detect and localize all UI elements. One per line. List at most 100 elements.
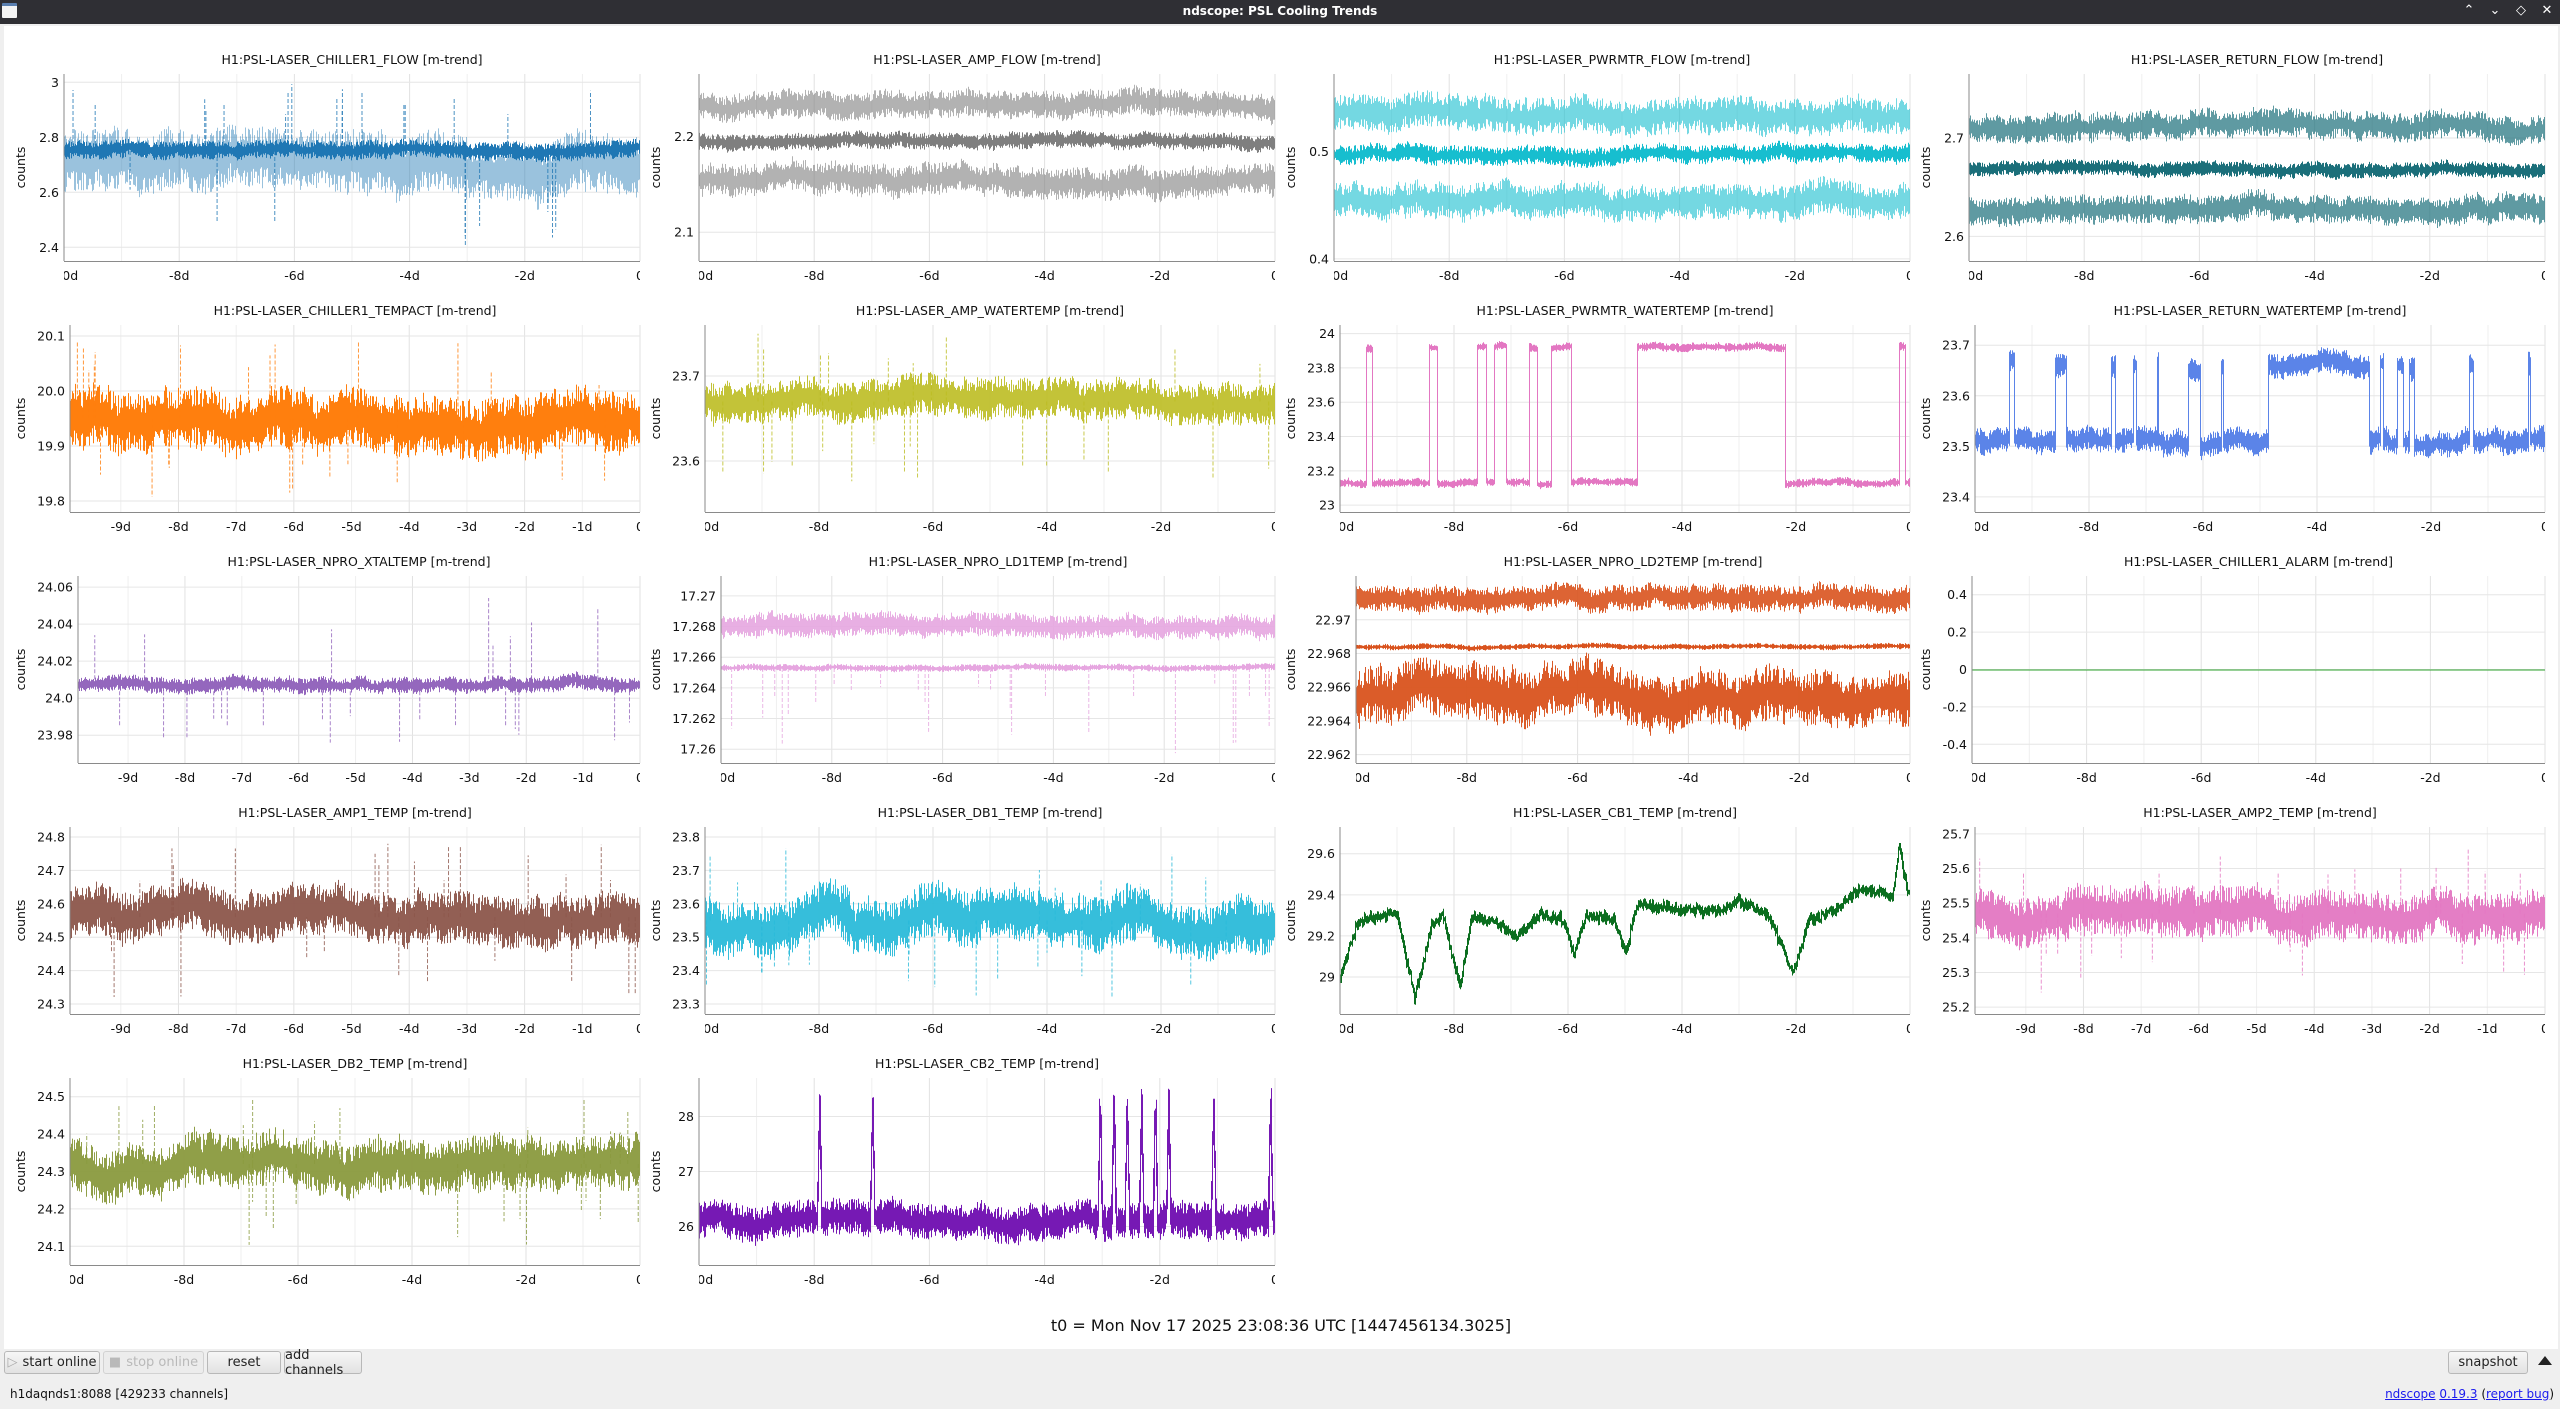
x-tick-label: -4d: [1034, 1272, 1054, 1287]
plot-panel[interactable]: H1:PSL-LASER_CHILLER1_TEMPACT [m-trend] c…: [10, 299, 645, 539]
y-tick-label: 0: [1959, 662, 1967, 677]
x-tick-label: -2d: [1150, 268, 1170, 283]
y-tick-label: -0.4: [1943, 737, 1967, 752]
y-tick-label: 17.262: [672, 711, 716, 726]
reset-button[interactable]: reset: [207, 1351, 281, 1374]
plot-canvas[interactable]: H1:PSL-LASER_CHILLER1_ALARM [m-trend] cou…: [1915, 550, 2550, 790]
plot-panel[interactable]: H1:PSL-LASER_AMP1_TEMP [m-trend] counts 24…: [10, 801, 645, 1041]
stop-online-button[interactable]: ■ stop online: [103, 1351, 204, 1374]
snapshot-button[interactable]: snapshot: [2448, 1351, 2528, 1374]
app-window-icon[interactable]: [2, 3, 17, 18]
window-minimize-icon[interactable]: ⌄: [2489, 3, 2501, 18]
plot-panel[interactable]: H1:PSL-LASER_CHILLER1_ALARM [m-trend] cou…: [1915, 550, 2550, 790]
plot-panel[interactable]: H1:PSL-LASER_DB1_TEMP [m-trend] counts 23.…: [645, 801, 1280, 1041]
plot-canvas[interactable]: H1:PSL-LASER_RETURN_WATERTEMP [m-trend] c…: [1915, 299, 2550, 539]
x-tick-label: -10d: [1326, 1021, 1354, 1036]
y-tick-label: 23.8: [672, 830, 700, 845]
plot-panel[interactable]: H1:PSL-LASER_AMP_WATERTEMP [m-trend] coun…: [645, 299, 1280, 539]
x-tick-label: -2d: [2420, 770, 2440, 785]
x-tick-label: -8d: [1444, 1021, 1464, 1036]
plot-canvas[interactable]: H1:PSL-LASER_DB1_TEMP [m-trend] counts 23.…: [645, 801, 1280, 1041]
y-tick-label: 29: [1319, 970, 1335, 985]
trace-spikes: [76, 340, 606, 497]
plot-title: H1:PSL-LASER_CB1_TEMP [m-trend]: [1513, 805, 1737, 820]
plot-panel[interactable]: H1:PSL-LASER_AMP_FLOW [m-trend] counts 2.1…: [645, 48, 1280, 288]
x-tick-label: -8d: [809, 519, 829, 534]
x-tick-label: -5d: [341, 1021, 361, 1036]
y-tick-label: 25.7: [1942, 826, 1970, 841]
plot-panel[interactable]: H1:PSL-LASER_AMP2_TEMP [m-trend] counts 25…: [1915, 801, 2550, 1041]
window-shade-icon[interactable]: ⌃: [2463, 3, 2475, 18]
plot-panel[interactable]: H1:PSL-LASER_RETURN_FLOW [m-trend] counts…: [1915, 48, 2550, 288]
plot-canvas[interactable]: H1:PSL-LASER_PWRMTR_WATERTEMP [m-trend] c…: [1280, 299, 1915, 539]
x-tick-label: -4d: [2304, 268, 2324, 283]
x-tick-label: -8d: [2079, 519, 2099, 534]
plot-panel[interactable]: H1:PSL-LASER_PWRMTR_WATERTEMP [m-trend] c…: [1280, 299, 1915, 539]
x-tick-label: -6d: [284, 268, 304, 283]
trace-band: [1356, 581, 1910, 615]
plot-canvas[interactable]: H1:PSL-LASER_CB2_TEMP [m-trend] counts 26 2…: [645, 1052, 1280, 1292]
ndscope-link[interactable]: ndscope: [2385, 1387, 2436, 1401]
y-tick-label: 24.1: [37, 1239, 65, 1254]
y-axis-label: counts: [648, 649, 663, 691]
plot-panel[interactable]: H1:PSL-LASER_RETURN_WATERTEMP [m-trend] c…: [1915, 299, 2550, 539]
plot-canvas[interactable]: H1:PSL-LASER_CHILLER1_TEMPACT [m-trend] c…: [10, 299, 645, 539]
plot-canvas[interactable]: H1:PSL-LASER_DB2_TEMP [m-trend] counts 24.…: [10, 1052, 645, 1292]
plot-canvas[interactable]: H1:PSL-LASER_AMP_FLOW [m-trend] counts 2.1…: [645, 48, 1280, 288]
plot-title: H1:PSL-LASER_DB1_TEMP [m-trend]: [878, 805, 1103, 820]
x-tick-label: -6d: [284, 1021, 304, 1036]
x-tick-label: -2d: [1789, 770, 1809, 785]
y-axis-label: counts: [1918, 398, 1933, 440]
window-maximize-icon[interactable]: ◇: [2516, 3, 2526, 18]
plot-panel[interactable]: H1:PSL-LASER_DB2_TEMP [m-trend] counts 24.…: [10, 1052, 645, 1292]
x-tick-label: 0: [636, 268, 644, 283]
y-tick-label: 23.2: [1307, 463, 1335, 478]
y-axis-label: counts: [648, 1151, 663, 1193]
x-tick-label: -7d: [226, 519, 246, 534]
plot-panel[interactable]: H1:PSL-LASER_NPRO_LD1TEMP [m-trend] count…: [645, 550, 1280, 790]
plot-panel[interactable]: H1:PSL-LASER_NPRO_XTALTEMP [m-trend] coun…: [10, 550, 645, 790]
window-close-icon[interactable]: ✕: [2541, 3, 2553, 18]
plot-canvas[interactable]: H1:PSL-LASER_CHILLER1_FLOW [m-trend] coun…: [10, 48, 645, 288]
x-tick-label: -3d: [457, 519, 477, 534]
trace: [64, 84, 640, 246]
version-link[interactable]: 0.19.3: [2439, 1387, 2478, 1401]
x-tick-label: -10d: [1326, 519, 1354, 534]
x-tick-label: 0: [1271, 1272, 1279, 1287]
x-tick-label: 0: [636, 519, 644, 534]
report-bug-link[interactable]: report bug: [2486, 1387, 2550, 1401]
x-tick-label: -8d: [809, 1021, 829, 1036]
x-tick-label: -4d: [1672, 519, 1692, 534]
plot-canvas[interactable]: H1:PSL-LASER_AMP1_TEMP [m-trend] counts 24…: [10, 801, 645, 1041]
plot-canvas[interactable]: H1:PSL-LASER_AMP_WATERTEMP [m-trend] coun…: [645, 299, 1280, 539]
plot-canvas[interactable]: H1:PSL-LASER_AMP2_TEMP [m-trend] counts 25…: [1915, 801, 2550, 1041]
y-tick-label: 24.02: [37, 654, 73, 669]
plot-canvas[interactable]: H1:PSL-LASER_NPRO_XTALTEMP [m-trend] coun…: [10, 550, 645, 790]
plot-title: H1:PSL-LASER_NPRO_LD2TEMP [m-trend]: [1504, 554, 1763, 569]
start-online-button[interactable]: ▷ start online: [4, 1351, 100, 1374]
plot-canvas[interactable]: H1:PSL-LASER_CB1_TEMP [m-trend] counts 29 2…: [1280, 801, 1915, 1041]
x-tick-label: -8d: [174, 1272, 194, 1287]
x-tick-label: -10d: [1342, 770, 1370, 785]
plot-canvas[interactable]: H1:PSL-LASER_PWRMTR_FLOW [m-trend] counts…: [1280, 48, 1915, 288]
plot-canvas[interactable]: H1:PSL-LASER_NPRO_LD1TEMP [m-trend] count…: [645, 550, 1280, 790]
x-tick-label: -4d: [402, 1272, 422, 1287]
expand-panel-triangle-icon[interactable]: [2538, 1356, 2552, 1365]
plot-panel[interactable]: H1:PSL-LASER_CB1_TEMP [m-trend] counts 29 2…: [1280, 801, 1915, 1041]
plot-panel[interactable]: H1:PSL-LASER_PWRMTR_FLOW [m-trend] counts…: [1280, 48, 1915, 288]
x-tick-label: 0: [636, 1272, 644, 1287]
y-tick-label: 0.4: [1947, 587, 1967, 602]
plot-panel[interactable]: H1:PSL-LASER_NPRO_LD2TEMP [m-trend] count…: [1280, 550, 1915, 790]
x-tick-label: -4d: [399, 1021, 419, 1036]
y-tick-label: 29.2: [1307, 928, 1335, 943]
x-tick-label: -4d: [399, 268, 419, 283]
x-tick-label: -8d: [175, 770, 195, 785]
plot-panel[interactable]: H1:PSL-LASER_CHILLER1_FLOW [m-trend] coun…: [10, 48, 645, 288]
x-tick-label: -2d: [515, 268, 535, 283]
plot-panel[interactable]: H1:PSL-LASER_CB2_TEMP [m-trend] counts 26 2…: [645, 1052, 1280, 1292]
plot-canvas[interactable]: H1:PSL-LASER_RETURN_FLOW [m-trend] counts…: [1915, 48, 2550, 288]
add-channels-button[interactable]: add channels: [284, 1348, 362, 1378]
plot-canvas[interactable]: H1:PSL-LASER_NPRO_LD2TEMP [m-trend] count…: [1280, 550, 1915, 790]
y-tick-label: 23: [1319, 498, 1335, 513]
trace: [1972, 669, 2545, 671]
